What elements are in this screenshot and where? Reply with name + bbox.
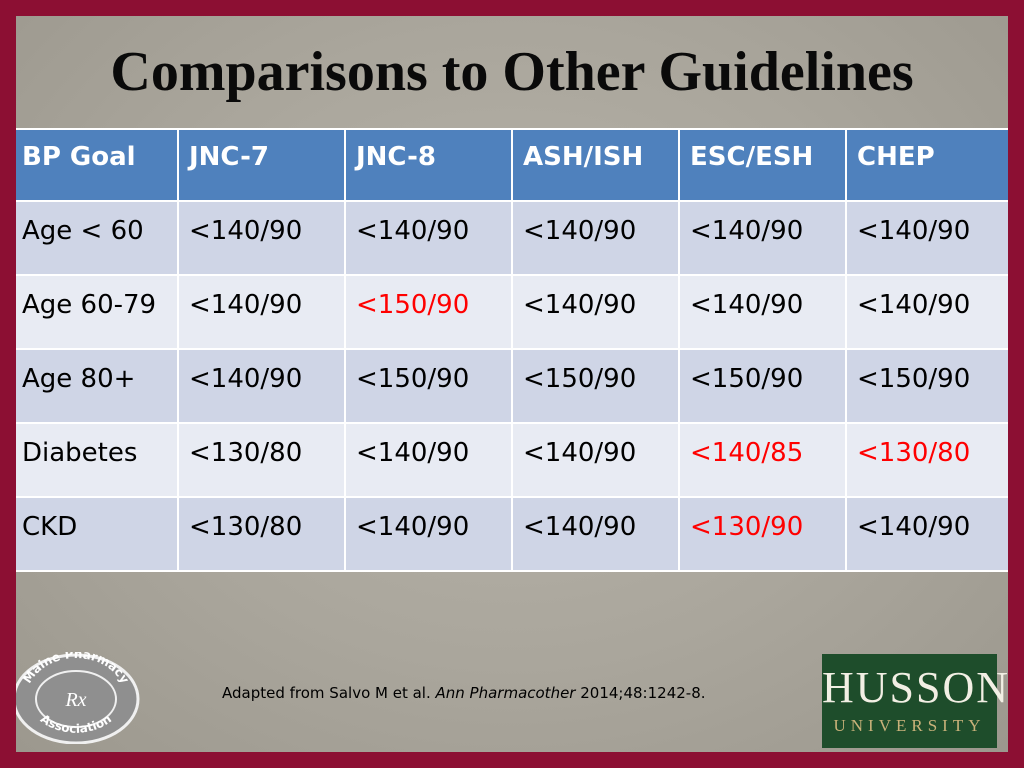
row-label: CKD [16, 496, 179, 572]
citation: Adapted from Salvo M et al. Ann Pharmaco… [222, 684, 706, 702]
citation-journal: Ann Pharmacother [435, 684, 576, 702]
row-label: Age 60-79 [16, 274, 179, 350]
table-cell: <140/90 [845, 274, 1008, 350]
table-cell: <140/90 [344, 200, 513, 276]
table-cell: <140/90 [511, 274, 680, 350]
table-cell: <130/80 [177, 422, 346, 498]
header-esc-esh: ESC/ESH [678, 128, 847, 202]
table-cell: <140/90 [511, 422, 680, 498]
header-jnc7: JNC-7 [177, 128, 346, 202]
rx-symbol: Rx [64, 689, 86, 711]
table-cell: <140/90 [511, 496, 680, 572]
header-chep: CHEP [845, 128, 1008, 202]
slide: Comparisons to Other Guidelines BP Goal … [16, 16, 1008, 752]
table-cell: <140/90 [177, 274, 346, 350]
citation-suffix: 2014;48:1242-8. [575, 684, 706, 702]
guidelines-table: BP Goal JNC-7 JNC-8 ASH/ISH ESC/ESH CHEP… [16, 128, 1008, 572]
header-bp-goal: BP Goal [16, 128, 179, 202]
husson-university-logo: HUSSON UNIVERSITY [822, 654, 1008, 748]
logo-name: HUSSON [822, 663, 1008, 712]
table-cell: <150/90 [511, 348, 680, 424]
table-cell: <140/90 [344, 496, 513, 572]
table-row: Age < 60 <140/90 <140/90 <140/90 <140/90… [16, 200, 1008, 276]
header-jnc8: JNC-8 [344, 128, 513, 202]
row-label: Age < 60 [16, 200, 179, 276]
table-cell: <140/90 [845, 496, 1008, 572]
table-cell: <140/90 [177, 348, 346, 424]
table-row: Age 80+ <140/90 <150/90 <150/90 <150/90 … [16, 348, 1008, 424]
page-title: Comparisons to Other Guidelines [110, 41, 914, 103]
table-cell: <130/80 [177, 496, 346, 572]
table-cell: <150/90 [845, 348, 1008, 424]
maine-pharmacy-association-logo: Maine Pharmacy Association Rx [16, 652, 140, 744]
table-cell: <140/90 [845, 200, 1008, 276]
table-row: Age 60-79 <140/90 <150/90 <140/90 <140/9… [16, 274, 1008, 350]
table-row: Diabetes <130/80 <140/90 <140/90 <140/85… [16, 422, 1008, 498]
table-cell: <140/90 [344, 422, 513, 498]
citation-prefix: Adapted from Salvo M et al. [222, 684, 436, 702]
table-cell: <140/90 [177, 200, 346, 276]
table-cell-highlighted: <130/80 [845, 422, 1008, 498]
header-ash-ish: ASH/ISH [511, 128, 680, 202]
table-cell: <140/90 [678, 274, 847, 350]
table-cell-highlighted: <140/85 [678, 422, 847, 498]
row-label: Age 80+ [16, 348, 179, 424]
table-cell-highlighted: <130/90 [678, 496, 847, 572]
logo-subtitle: UNIVERSITY [833, 716, 986, 735]
table-cell: <140/90 [678, 200, 847, 276]
row-label: Diabetes [16, 422, 179, 498]
table-header-row: BP Goal JNC-7 JNC-8 ASH/ISH ESC/ESH CHEP [16, 128, 1008, 202]
table-row: CKD <130/80 <140/90 <140/90 <130/90 <140… [16, 496, 1008, 572]
table-cell-highlighted: <150/90 [344, 274, 513, 350]
table-cell: <150/90 [678, 348, 847, 424]
table-cell: <150/90 [344, 348, 513, 424]
table-cell: <140/90 [511, 200, 680, 276]
